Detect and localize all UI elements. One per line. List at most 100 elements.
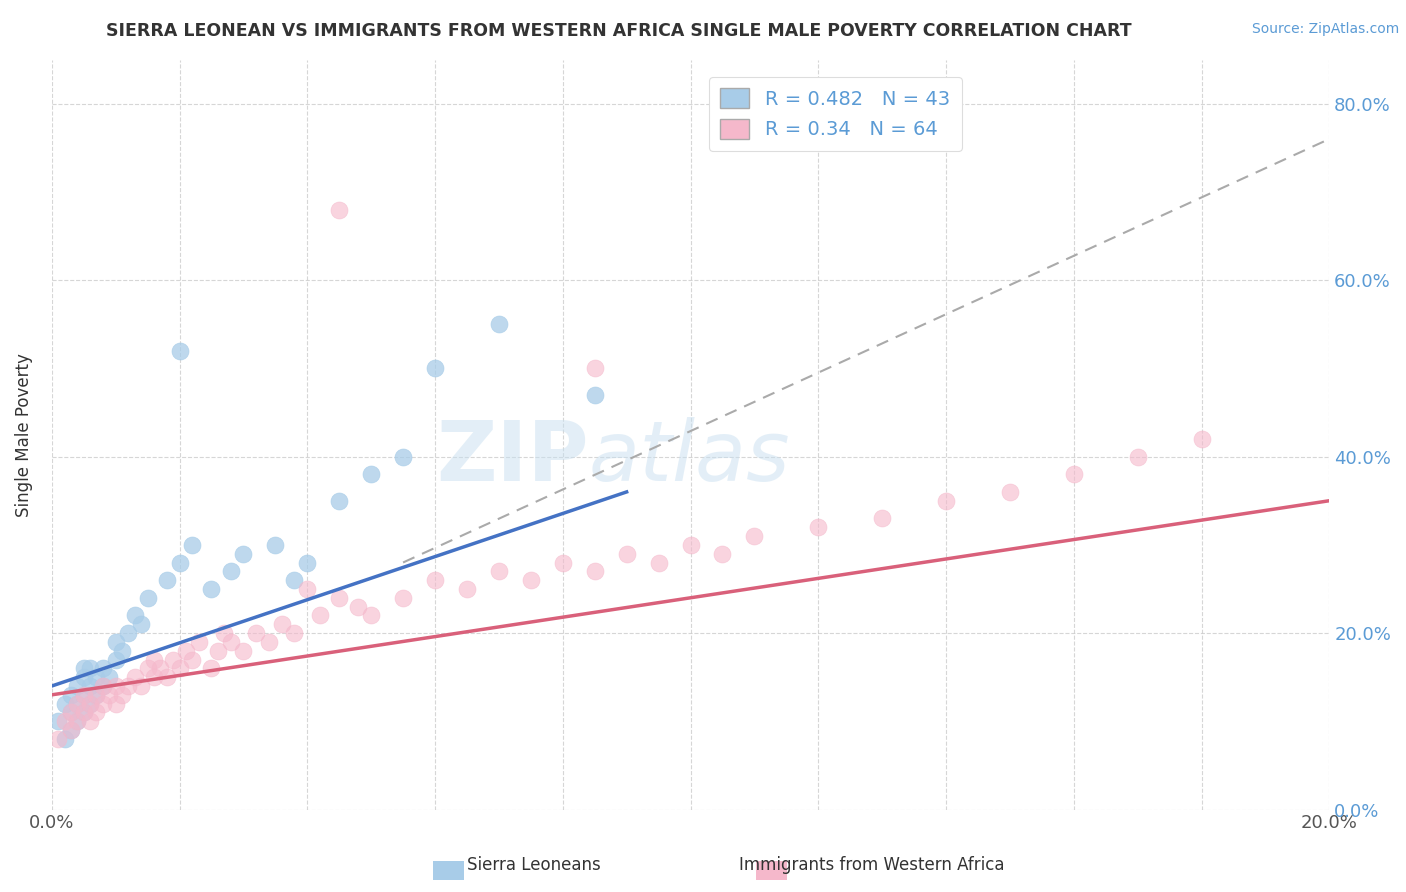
- Text: SIERRA LEONEAN VS IMMIGRANTS FROM WESTERN AFRICA SINGLE MALE POVERTY CORRELATION: SIERRA LEONEAN VS IMMIGRANTS FROM WESTER…: [105, 22, 1132, 40]
- Point: [392, 591, 415, 605]
- Point: [328, 202, 350, 217]
- Point: [360, 467, 382, 482]
- Point: [647, 556, 669, 570]
- Point: [79, 661, 101, 675]
- Point: [1191, 432, 1213, 446]
- Point: [73, 670, 96, 684]
- Point: [98, 688, 121, 702]
- Y-axis label: Single Male Poverty: Single Male Poverty: [15, 352, 32, 516]
- Point: [79, 697, 101, 711]
- Point: [174, 644, 197, 658]
- Point: [142, 670, 165, 684]
- Point: [360, 608, 382, 623]
- Point: [91, 679, 114, 693]
- Point: [149, 661, 172, 675]
- Point: [59, 688, 82, 702]
- Point: [59, 723, 82, 738]
- Point: [187, 635, 209, 649]
- Point: [129, 679, 152, 693]
- Point: [583, 388, 606, 402]
- Point: [169, 661, 191, 675]
- Point: [59, 706, 82, 720]
- Point: [124, 608, 146, 623]
- Point: [73, 661, 96, 675]
- Text: atlas: atlas: [588, 417, 790, 498]
- Point: [136, 661, 159, 675]
- Point: [169, 556, 191, 570]
- Point: [117, 679, 139, 693]
- Point: [1126, 450, 1149, 464]
- Point: [423, 573, 446, 587]
- Point: [73, 688, 96, 702]
- Point: [297, 582, 319, 596]
- Point: [309, 608, 332, 623]
- Point: [66, 714, 89, 729]
- Point: [117, 626, 139, 640]
- Point: [328, 591, 350, 605]
- Point: [129, 617, 152, 632]
- Text: Source: ZipAtlas.com: Source: ZipAtlas.com: [1251, 22, 1399, 37]
- Point: [264, 538, 287, 552]
- Point: [232, 547, 254, 561]
- Point: [200, 661, 222, 675]
- Point: [91, 661, 114, 675]
- Point: [744, 529, 766, 543]
- Point: [219, 635, 242, 649]
- Point: [79, 679, 101, 693]
- Point: [53, 697, 76, 711]
- Point: [488, 564, 510, 578]
- Point: [53, 731, 76, 746]
- Text: Sierra Leoneans: Sierra Leoneans: [467, 855, 602, 873]
- Point: [488, 318, 510, 332]
- Point: [111, 644, 134, 658]
- Point: [156, 573, 179, 587]
- Point: [59, 723, 82, 738]
- Point: [59, 706, 82, 720]
- Point: [583, 564, 606, 578]
- Point: [73, 688, 96, 702]
- Point: [807, 520, 830, 534]
- Point: [142, 652, 165, 666]
- Point: [870, 511, 893, 525]
- Point: [456, 582, 478, 596]
- Point: [283, 626, 305, 640]
- Point: [162, 652, 184, 666]
- Point: [392, 450, 415, 464]
- Point: [86, 706, 108, 720]
- Point: [53, 714, 76, 729]
- Point: [86, 688, 108, 702]
- Point: [520, 573, 543, 587]
- Point: [73, 706, 96, 720]
- Point: [212, 626, 235, 640]
- Point: [91, 697, 114, 711]
- Point: [347, 599, 370, 614]
- Point: [245, 626, 267, 640]
- Point: [46, 714, 69, 729]
- Point: [1063, 467, 1085, 482]
- Point: [86, 688, 108, 702]
- Point: [328, 493, 350, 508]
- Point: [66, 697, 89, 711]
- Point: [104, 635, 127, 649]
- Point: [257, 635, 280, 649]
- Point: [124, 670, 146, 684]
- Point: [935, 493, 957, 508]
- Point: [79, 697, 101, 711]
- Point: [181, 538, 204, 552]
- Point: [66, 697, 89, 711]
- Point: [232, 644, 254, 658]
- Point: [207, 644, 229, 658]
- Point: [156, 670, 179, 684]
- Legend: R = 0.482   N = 43, R = 0.34   N = 64: R = 0.482 N = 43, R = 0.34 N = 64: [709, 77, 962, 151]
- Point: [679, 538, 702, 552]
- Point: [616, 547, 638, 561]
- Text: ZIP: ZIP: [436, 417, 588, 498]
- Point: [73, 706, 96, 720]
- Point: [169, 343, 191, 358]
- Point: [66, 714, 89, 729]
- Point: [104, 679, 127, 693]
- Point: [583, 361, 606, 376]
- Point: [79, 714, 101, 729]
- Point: [104, 652, 127, 666]
- Point: [297, 556, 319, 570]
